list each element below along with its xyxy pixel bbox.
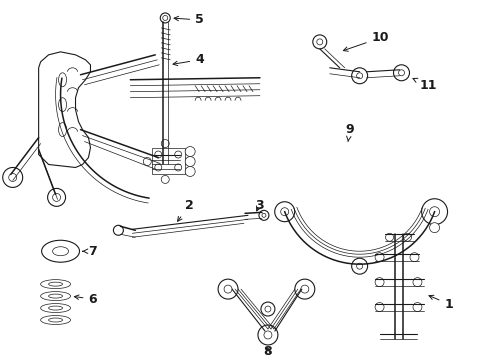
Circle shape: [224, 285, 232, 293]
Text: 3: 3: [254, 199, 263, 212]
Circle shape: [9, 174, 17, 181]
Ellipse shape: [41, 240, 80, 262]
Circle shape: [262, 213, 265, 217]
Text: 1: 1: [428, 295, 452, 311]
Circle shape: [185, 157, 195, 166]
Circle shape: [356, 263, 362, 269]
Circle shape: [351, 258, 367, 274]
Text: 6: 6: [74, 293, 97, 306]
Ellipse shape: [48, 282, 62, 286]
Ellipse shape: [41, 315, 70, 324]
Circle shape: [47, 188, 65, 206]
Text: 9: 9: [345, 123, 353, 141]
Circle shape: [356, 73, 362, 79]
Circle shape: [174, 151, 182, 158]
Circle shape: [312, 35, 326, 49]
Circle shape: [300, 285, 308, 293]
Circle shape: [280, 208, 288, 216]
Ellipse shape: [53, 247, 68, 256]
Circle shape: [53, 193, 61, 201]
Circle shape: [398, 70, 404, 76]
Circle shape: [421, 199, 447, 225]
Text: 10: 10: [343, 31, 388, 51]
Circle shape: [429, 207, 439, 217]
Text: 7: 7: [82, 245, 97, 258]
Circle shape: [412, 302, 421, 311]
Circle shape: [385, 233, 393, 241]
Circle shape: [374, 302, 383, 311]
Circle shape: [161, 140, 169, 148]
Polygon shape: [39, 52, 90, 167]
Ellipse shape: [59, 123, 66, 136]
Circle shape: [218, 279, 238, 299]
Text: 2: 2: [177, 199, 194, 221]
Circle shape: [351, 68, 367, 84]
Ellipse shape: [48, 318, 62, 322]
Circle shape: [412, 278, 421, 287]
Circle shape: [163, 15, 167, 21]
Circle shape: [274, 202, 294, 222]
Polygon shape: [152, 148, 185, 175]
Circle shape: [264, 331, 271, 339]
Circle shape: [161, 175, 169, 184]
Circle shape: [179, 158, 187, 166]
Circle shape: [429, 223, 439, 233]
Circle shape: [374, 253, 383, 262]
Circle shape: [113, 225, 123, 235]
Circle shape: [153, 149, 177, 174]
Circle shape: [174, 164, 182, 171]
Circle shape: [374, 278, 383, 287]
Circle shape: [258, 325, 277, 345]
Ellipse shape: [41, 280, 70, 289]
Ellipse shape: [48, 294, 62, 298]
Circle shape: [316, 39, 322, 45]
Ellipse shape: [59, 98, 66, 112]
Text: 5: 5: [174, 13, 203, 26]
Circle shape: [155, 164, 162, 171]
Ellipse shape: [59, 73, 66, 87]
Text: 4: 4: [173, 53, 203, 66]
Circle shape: [3, 167, 22, 188]
Circle shape: [403, 233, 410, 241]
Circle shape: [393, 65, 408, 81]
Circle shape: [261, 302, 274, 316]
Circle shape: [185, 147, 195, 157]
Circle shape: [143, 158, 151, 166]
Circle shape: [409, 253, 418, 262]
Circle shape: [259, 210, 268, 220]
Circle shape: [160, 157, 170, 166]
Circle shape: [264, 306, 270, 312]
Ellipse shape: [48, 306, 62, 310]
Circle shape: [160, 13, 170, 23]
Ellipse shape: [41, 292, 70, 301]
Circle shape: [294, 279, 314, 299]
Circle shape: [155, 151, 162, 158]
Text: 11: 11: [412, 78, 436, 92]
Circle shape: [185, 166, 195, 176]
Ellipse shape: [41, 303, 70, 312]
Text: 8: 8: [263, 345, 272, 359]
